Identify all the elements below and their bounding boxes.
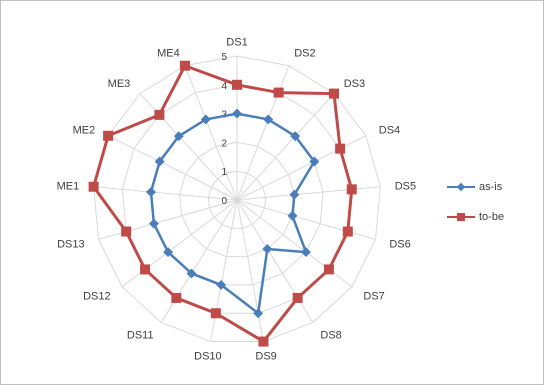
point-to-be-ds2 (273, 87, 284, 98)
spoke-ds12 (121, 199, 238, 288)
tick-label-2: 2 (221, 138, 227, 149)
axis-label-ds12: DS12 (83, 290, 111, 302)
legend: as-is to-be (447, 177, 504, 237)
legend-swatch-to-be (447, 213, 475, 221)
tick-label-0: 0 (221, 196, 227, 207)
spoke-me1 (93, 186, 238, 201)
axis-label-ds10: DS10 (194, 351, 222, 363)
legend-label-as-is: as-is (479, 181, 503, 193)
axis-label-ds1: DS1 (226, 37, 247, 49)
point-as-is-ds4 (309, 156, 320, 167)
point-to-be-me4 (179, 60, 190, 71)
point-to-be-ds13 (121, 226, 132, 237)
point-to-be-ds1 (232, 79, 242, 90)
axis-label-me4: ME4 (157, 47, 180, 59)
point-as-is-ds6 (287, 210, 298, 221)
spoke-ds5 (236, 186, 381, 201)
point-as-is-ds1 (232, 108, 242, 119)
tick-label-4: 4 (221, 81, 227, 92)
point-to-be-ds12 (140, 264, 151, 275)
axis-labels: DS1 DS2 DS3 DS4 DS5 DS6 DS7 DS8 DS9 DS10 DS11 DS12 D… (57, 37, 416, 363)
axis-label-ds11: DS11 (127, 330, 154, 342)
point-to-be-ds4 (335, 143, 346, 154)
point-as-is-ds12 (163, 247, 174, 258)
axis-label-ds2: DS2 (294, 47, 315, 59)
point-as-is-ds8 (262, 244, 273, 254)
point-to-be-ds6 (342, 226, 353, 237)
point-to-be-ds8 (292, 292, 303, 303)
axis-label-ds4: DS4 (379, 124, 400, 136)
point-to-be-ds7 (323, 264, 334, 275)
legend-item-as-is: as-is (447, 177, 504, 197)
point-as-is-me1 (146, 187, 156, 197)
point-to-be-me1 (88, 181, 99, 192)
tick-label-5: 5 (221, 52, 227, 63)
series (88, 60, 357, 347)
point-as-is-ds3 (290, 131, 301, 142)
point-to-be-me3 (154, 109, 165, 120)
point-as-is-me2 (154, 156, 165, 167)
axis-label-ds13: DS13 (57, 238, 85, 250)
point-as-is-me4 (200, 114, 211, 125)
series-line-as-is (149, 112, 316, 315)
grid (93, 55, 381, 343)
spoke-me2 (107, 135, 238, 201)
grid-ring-2 (179, 141, 295, 258)
axis-label-ds3: DS3 (344, 78, 365, 90)
point-as-is-me3 (173, 131, 184, 142)
spoke-ds3 (236, 93, 335, 201)
tick-label-1: 1 (221, 167, 227, 178)
series-to-be (88, 60, 357, 347)
spoke-ds9 (236, 199, 264, 342)
point-to-be-ds11 (171, 292, 182, 303)
axis-label-ds6: DS6 (389, 238, 410, 250)
axis-label-ds9: DS9 (255, 351, 276, 363)
axis-label-ds8: DS8 (320, 330, 341, 342)
point-to-be-ds9 (258, 336, 269, 347)
point-to-be-ds5 (346, 184, 357, 195)
axis-label-ds5: DS5 (395, 180, 416, 192)
series-as-is (146, 108, 320, 319)
axis-label-me2: ME2 (73, 124, 96, 136)
grid-ring-5 (93, 55, 381, 343)
grid-ring-4 (121, 84, 353, 314)
legend-item-to-be: to-be (447, 207, 504, 227)
grid-ring-1 (207, 170, 267, 229)
point-to-be-me2 (103, 130, 114, 141)
point-as-is-ds10 (216, 279, 227, 290)
point-as-is-ds9 (253, 308, 264, 319)
point-as-is-ds7 (300, 247, 311, 258)
axis-label-me3: ME3 (108, 78, 131, 90)
point-to-be-ds10 (210, 308, 221, 319)
legend-swatch-as-is (447, 182, 475, 192)
axis-label-ds7: DS7 (363, 290, 384, 302)
point-to-be-ds3 (329, 88, 340, 99)
legend-label-to-be: to-be (479, 211, 505, 223)
series-line-to-be (92, 64, 354, 344)
point-as-is-ds11 (186, 268, 197, 279)
point-as-is-ds13 (148, 218, 159, 229)
point-as-is-ds5 (289, 189, 300, 200)
spoke-me4 (184, 65, 238, 201)
axis-label-me1: ME1 (57, 180, 80, 192)
